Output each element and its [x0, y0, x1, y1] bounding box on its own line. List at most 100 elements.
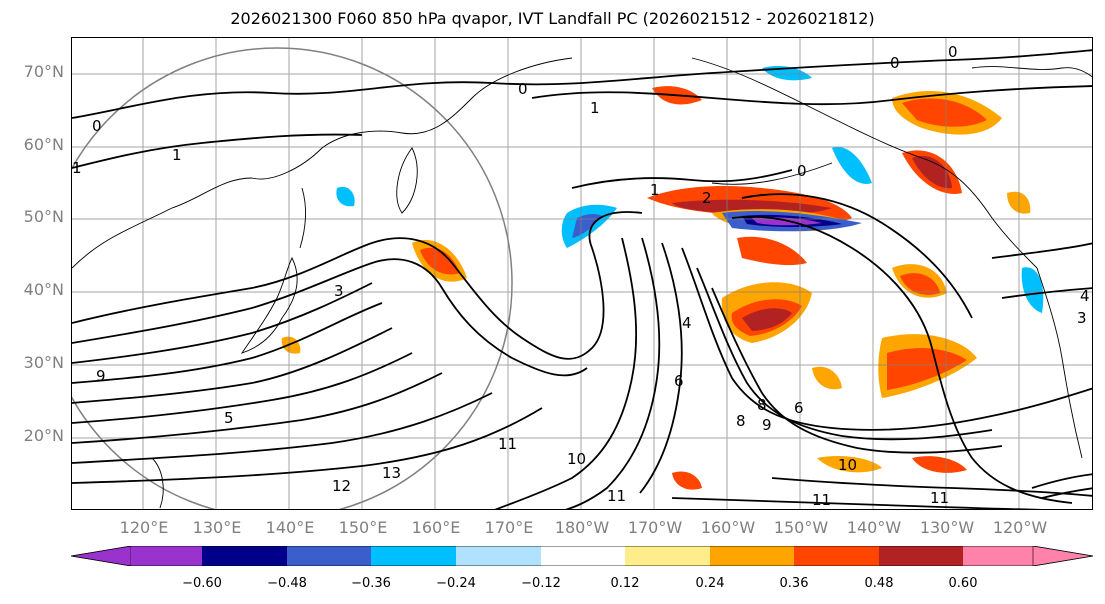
- contour-lines: [72, 49, 1092, 509]
- contour-line: [639, 242, 683, 494]
- lon-label: 130°E: [192, 518, 242, 537]
- contour-label: 2: [702, 189, 712, 207]
- colorbar: [71, 546, 1093, 566]
- colorbar-segment: [625, 546, 710, 566]
- contour-label: 6: [794, 399, 804, 417]
- coast-sakhalin: [299, 187, 307, 249]
- contour-label: 12: [332, 477, 351, 495]
- coast-japan: [240, 256, 298, 354]
- contour-label: 3: [1077, 309, 1087, 327]
- contour-label: 9: [96, 367, 106, 385]
- contour-label: 0: [518, 80, 528, 98]
- anomaly-patch: [832, 147, 872, 184]
- lat-label: 60°N: [23, 135, 64, 154]
- contour-line: [72, 407, 543, 484]
- map-panel[interactable]: 0 0 0 1 1 1 0 0 1 2 3 4 5 6 6 8 8 9 9 10…: [71, 37, 1093, 510]
- contour-label: 1: [72, 159, 82, 177]
- anomaly-patch: [336, 186, 355, 207]
- contour-line: [72, 372, 443, 444]
- contour-labels: 0 0 0 1 1 1 0 0 1 2 3 4 5 6 6 8 8 9 9 10…: [72, 43, 1090, 509]
- coast-aleutians: [711, 162, 833, 185]
- colorbar-tick-label: −0.36: [351, 576, 391, 591]
- lon-label: 140°E: [265, 518, 315, 537]
- contour-line: [681, 247, 1092, 431]
- lon-label: 180°W: [554, 518, 610, 537]
- lon-label: 170°E: [484, 518, 534, 537]
- anomaly-patch: [672, 471, 702, 490]
- contour-line: [72, 258, 588, 377]
- lat-label: 40°N: [23, 280, 64, 299]
- contour-line: [72, 211, 643, 360]
- colorbar-tick-label: −0.60: [182, 576, 222, 591]
- lat-label: 50°N: [23, 207, 64, 226]
- contour-line: [991, 242, 1092, 259]
- contour-label: 3: [334, 282, 344, 300]
- anomaly-patch: [572, 213, 602, 238]
- lon-label: 160°E: [411, 518, 461, 537]
- colorbar-tick-label: 0.36: [779, 576, 809, 591]
- coast-asia: [72, 57, 573, 269]
- contour-line: [72, 352, 413, 424]
- anomaly-patch: [902, 98, 987, 127]
- lat-label: 20°N: [23, 426, 64, 445]
- shaded-anomaly-layer: [281, 66, 1044, 490]
- contour-label: 1: [590, 99, 600, 117]
- landfall-circle: [72, 47, 513, 509]
- anomaly-patch: [912, 456, 967, 473]
- colorbar-segment: [794, 546, 879, 566]
- anomaly-patch: [812, 366, 842, 390]
- anomaly-patch: [281, 336, 301, 354]
- colorbar-segment: [287, 546, 371, 566]
- contour-label: 6: [674, 372, 684, 390]
- coast-alaska: [691, 57, 1038, 269]
- contour-label: 10: [838, 456, 857, 474]
- anomaly-patch: [912, 155, 952, 189]
- contour-line: [72, 282, 373, 364]
- contour-line: [696, 267, 993, 441]
- colorbar-tick-label: 0.24: [695, 576, 725, 591]
- anomaly-patch: [900, 273, 940, 295]
- coast-kamchatka: [396, 147, 418, 214]
- lat-label: 70°N: [23, 62, 64, 81]
- contour-label: 11: [498, 435, 517, 453]
- colorbar-segment: [963, 546, 1033, 566]
- colorbar-tick-label: 0.48: [864, 576, 894, 591]
- graticule: [72, 38, 1092, 509]
- contour-line: [72, 302, 383, 384]
- anomaly-patch: [887, 348, 967, 390]
- contour-label: 9: [762, 416, 772, 434]
- colorbar-segment: [371, 546, 456, 566]
- contour-line: [72, 133, 363, 169]
- colorbar-tick-label: −0.12: [521, 576, 561, 591]
- contour-line: [731, 215, 1073, 504]
- contour-line: [565, 237, 661, 509]
- anomaly-patch: [672, 199, 832, 214]
- colorbar-tick-label: −0.48: [267, 576, 307, 591]
- contour-label: 0: [948, 43, 958, 61]
- contour-label: 5: [224, 409, 234, 427]
- coastlines: [72, 57, 1092, 509]
- anomaly-patch: [742, 308, 792, 331]
- contour-line: [1031, 473, 1092, 489]
- colorbar-tick-label: 0.60: [948, 576, 978, 591]
- contour-line: [531, 85, 1092, 106]
- contour-label: 1: [172, 146, 182, 164]
- contour-line: [671, 497, 1041, 509]
- colorbar-segment: [541, 546, 625, 566]
- contour-label: 0: [797, 162, 807, 180]
- lon-label: 140°W: [846, 518, 902, 537]
- colorbar-segment: [131, 546, 202, 566]
- colorbar-tick-label: 0.12: [610, 576, 640, 591]
- lon-label: 120°W: [992, 518, 1048, 537]
- contour-line: [771, 477, 1092, 497]
- colorbar-extend-high: [1032, 546, 1093, 566]
- contour-label: 0: [92, 117, 102, 135]
- contour-label: 10: [567, 450, 586, 468]
- colorbar-extend-low: [71, 546, 132, 566]
- coast-canada-islands: [971, 66, 1092, 78]
- contour-label: 8: [736, 412, 746, 430]
- coast-na-west: [1036, 267, 1083, 459]
- contour-line: [1041, 487, 1092, 499]
- contour-line: [72, 49, 1092, 119]
- contour-label: 11: [607, 487, 626, 505]
